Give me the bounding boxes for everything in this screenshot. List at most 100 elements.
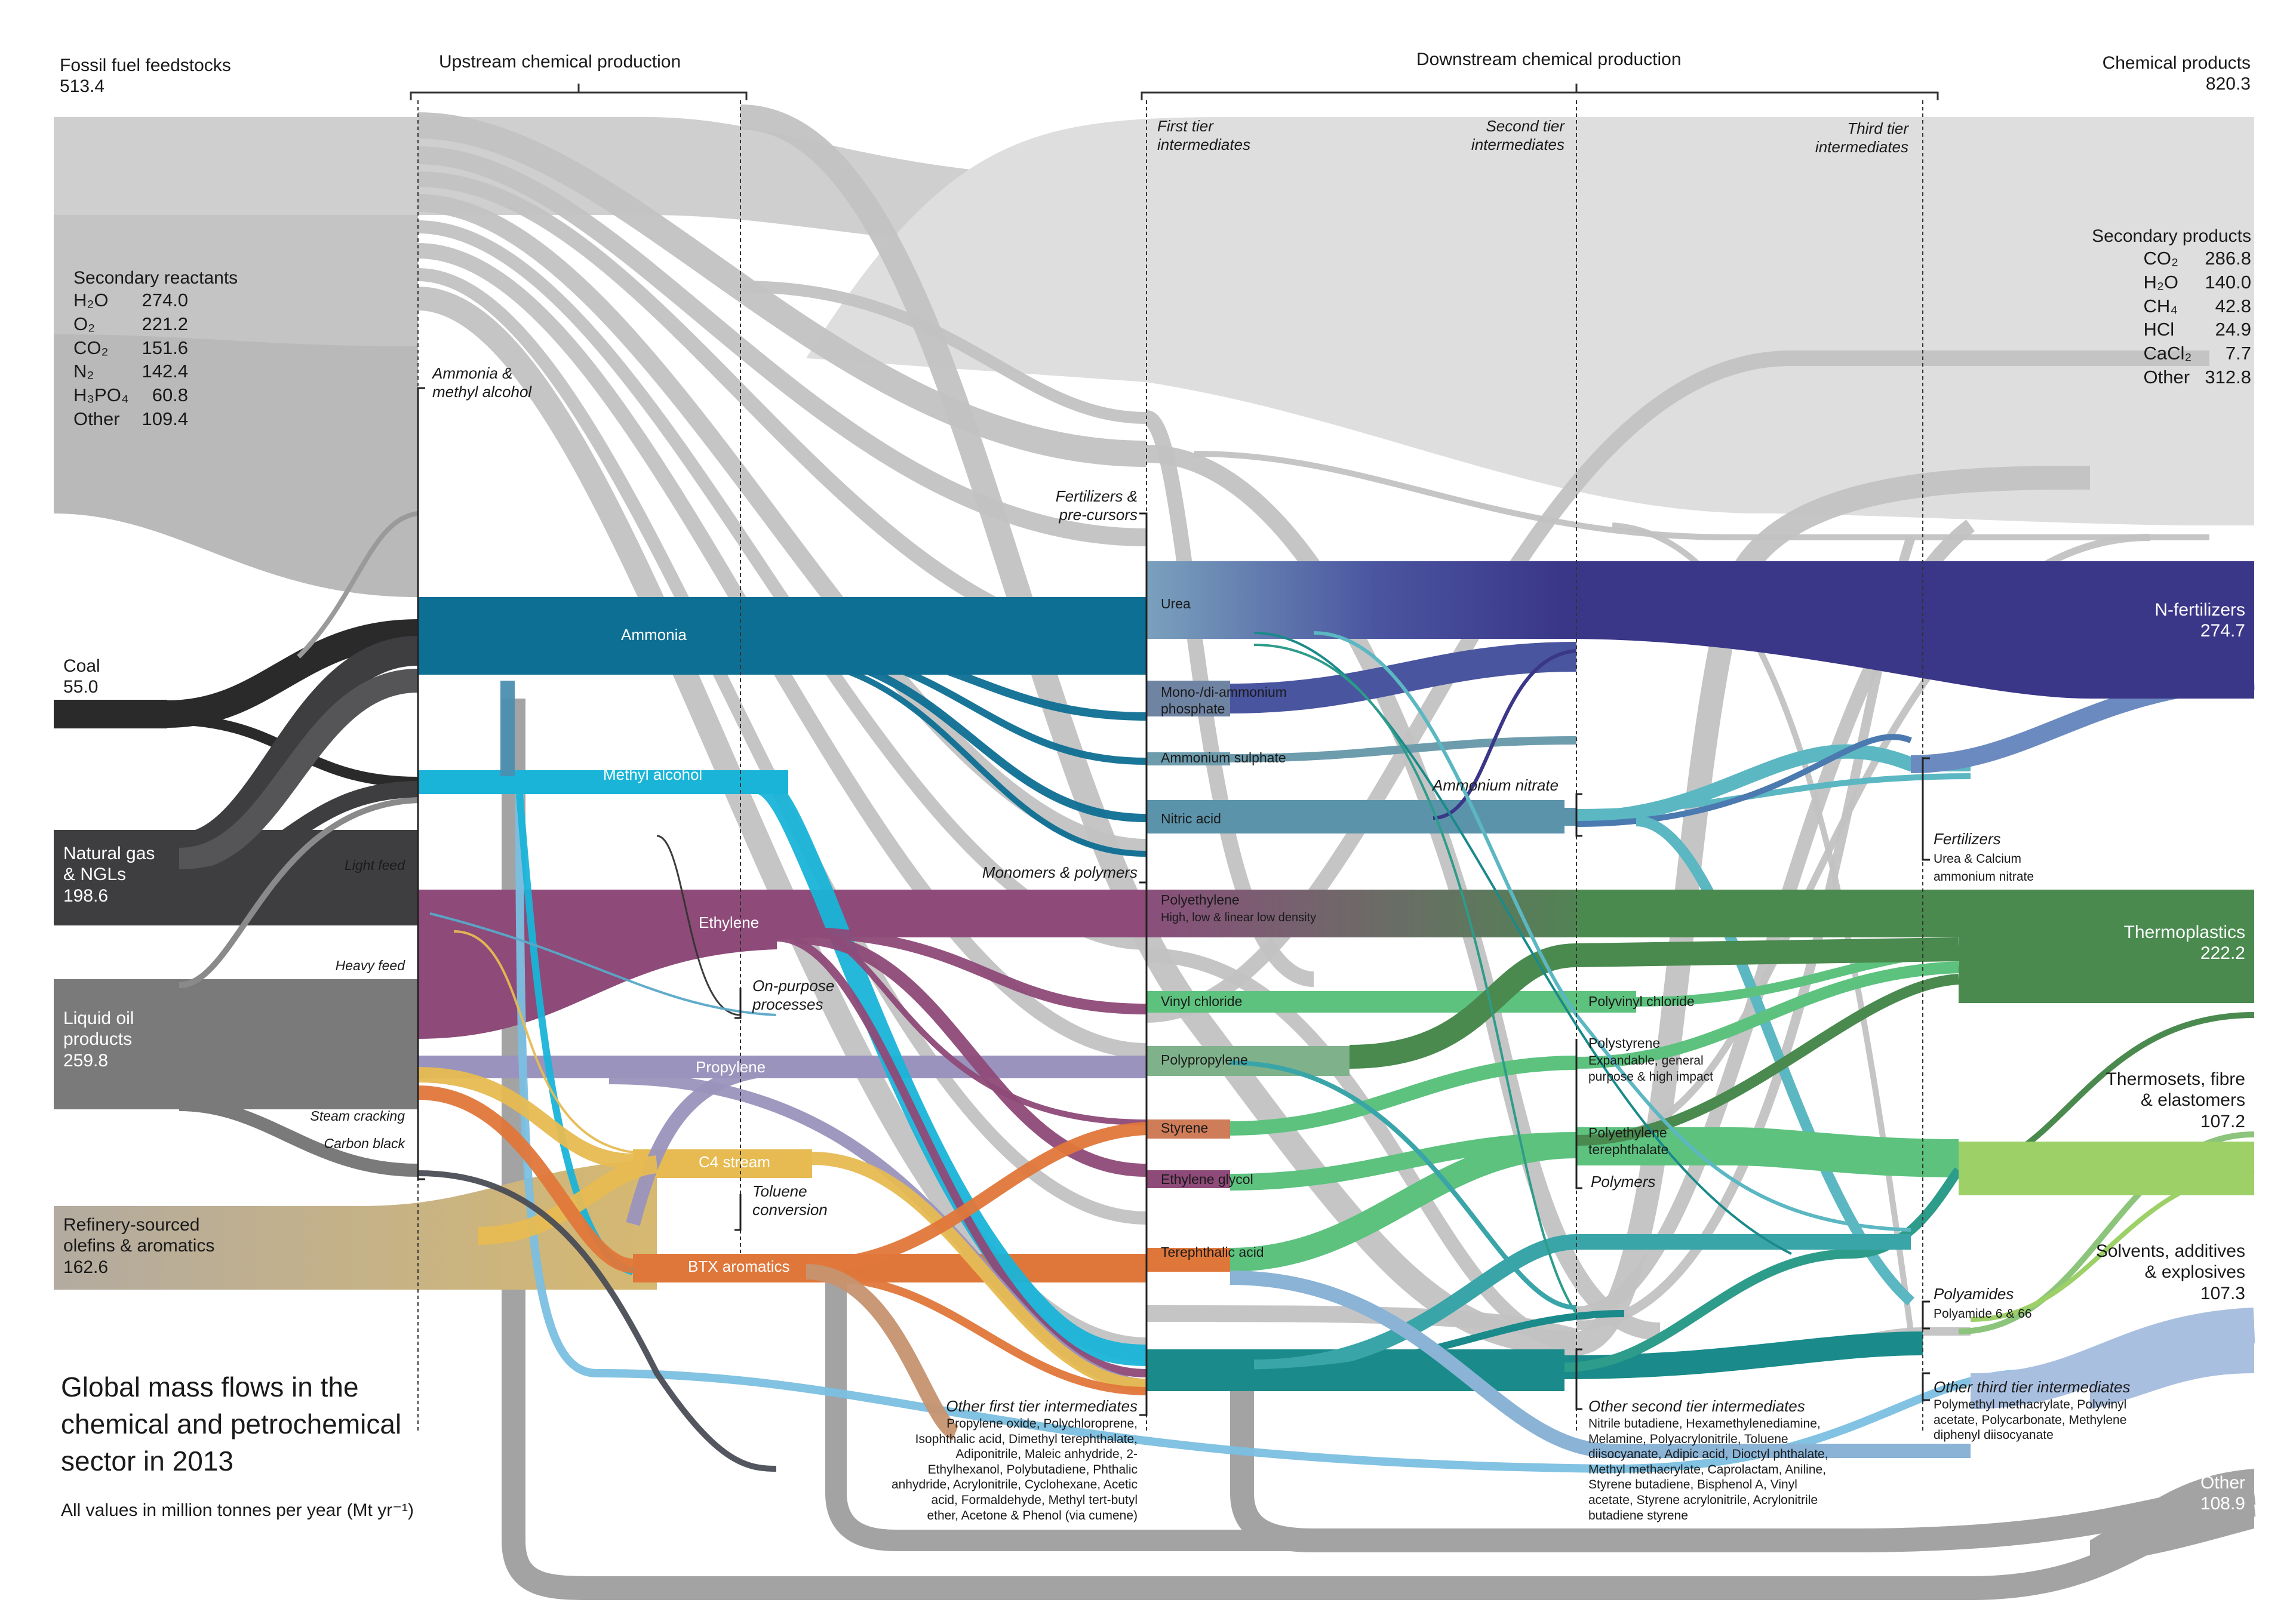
group-brackets: [417, 387, 1930, 1416]
label-light-feed: Light feed: [344, 857, 405, 873]
product-thermoplastics: Thermoplastics 222.2: [2123, 922, 2245, 964]
label-nitric: Nitric acid: [1161, 811, 1221, 826]
label-urea: Urea: [1161, 596, 1191, 611]
table-row: H₂O 274.0: [73, 290, 189, 311]
label-pet: Polyethylene terephthalate: [1588, 1125, 1669, 1157]
product-nfert: N-fertilizers 274.7: [2154, 600, 2245, 641]
label-other-second-list: Nitrile butadiene, Hexamethylenediamine,…: [1588, 1417, 1828, 1522]
source-coal: Coal 55.0: [63, 656, 100, 697]
label-other-first: Other first tier intermediates: [946, 1397, 1138, 1415]
other-node: [2197, 1481, 2254, 1528]
label-c4: C4 stream: [699, 1153, 770, 1171]
thermoplastics-node: [1959, 890, 2254, 1003]
label-other-first-list: Propylene oxide, Polychloroprene, Isopht…: [891, 1417, 1138, 1522]
label-map-dap: Mono-/di-ammonium phosphate: [1161, 684, 1287, 716]
product-thermosets: Thermosets, fibre & elastomers 107.2: [2105, 1069, 2245, 1131]
label-first-tier: First tier intermediates: [1157, 117, 1251, 153]
ethylene-flow-main: [417, 902, 777, 1039]
colored-flows: [417, 635, 2031, 1474]
label-btx: BTX aromatics: [688, 1257, 790, 1275]
eg-node: [1146, 1170, 1230, 1188]
header-upstream: Upstream chemical production: [439, 52, 681, 72]
vinyl-chloride-node: [1146, 991, 1636, 1013]
header-downstream: Downstream chemical production: [1416, 50, 1682, 69]
label-ammonium-nitrate: Ammonium nitrate: [1433, 776, 1559, 794]
map-dap-node: [1146, 681, 1230, 716]
btx-node: [633, 1254, 1146, 1282]
label-polyethylene: Polyethylene High, low & linear low densi…: [1161, 892, 1317, 924]
label-eg: Ethylene glycol: [1161, 1171, 1253, 1187]
label-polystyrene: Polystyrene Expandable, general purpose &…: [1588, 1035, 1713, 1084]
table-row: CaCl₂ 7.7: [2143, 343, 2251, 364]
source-to-upstream-flows: [167, 511, 419, 1177]
secondary-reactants-box: Secondary reactants H₂O 274.0 O₂ 221.2 CO₂…: [73, 267, 238, 430]
label-polyamides: Polyamides Polyamide 6 & 66: [1934, 1285, 2032, 1321]
table-row: Other 109.4: [73, 408, 189, 429]
secondary-products-box: Secondary products CO₂ 286.8 H₂O 140.0 CH₄…: [2092, 226, 2251, 389]
nfert-node: [1564, 561, 2254, 699]
caption-units: All values in million tonnes per year (M…: [61, 1500, 414, 1520]
label-second-tier: Second tier intermediates: [1471, 117, 1564, 153]
label-propylene: Propylene: [696, 1058, 766, 1076]
coal-node: [54, 700, 167, 728]
label-toluene: Toluene conversion: [752, 1182, 828, 1219]
table-row: N₂ 142.4: [73, 361, 189, 382]
label-third-fertilizers: Fertilizers Urea & Calcium ammonium nitra…: [1934, 830, 2034, 884]
table-row: Other 312.8: [2143, 366, 2251, 387]
terephthalic-node: [1146, 1248, 1230, 1272]
label-polypropylene: Polypropylene: [1161, 1052, 1248, 1068]
table-row: O₂ 221.2: [73, 313, 189, 335]
header-products: Chemical products 820.3: [2102, 53, 2251, 94]
secondary-products-title: Secondary products: [2092, 226, 2251, 246]
label-vinyl-chloride: Vinyl chloride: [1161, 994, 1243, 1009]
label-amm-sulphate: Ammonium sulphate: [1161, 750, 1286, 765]
label-heavy-feed: Heavy feed: [335, 958, 405, 973]
label-ethylene: Ethylene: [699, 914, 760, 931]
secondary-reactants-table: H₂O 274.0 O₂ 221.2 CO₂ 151.6 N₂ 142.4 H₃PO₄ 6…: [73, 288, 188, 430]
caption-title: Global mass flows in the chemical and pe…: [61, 1371, 402, 1477]
table-row: CO₂ 151.6: [73, 337, 189, 358]
label-steam-cracking: Steam cracking: [310, 1108, 405, 1124]
urea-node: [1146, 561, 1564, 639]
stage-brackets: [410, 84, 1939, 100]
secondary-reactants-title: Secondary reactants: [73, 268, 238, 288]
label-third-tier: Third tier intermediates: [1815, 119, 1908, 156]
label-pvc: Polyvinyl chloride: [1588, 994, 1695, 1009]
polypropylene-node: [1146, 1046, 1350, 1076]
flow-secondary-products: [806, 117, 2254, 525]
product-other: Other 108.9: [2200, 1473, 2245, 1514]
table-row: H₂O 140.0: [2143, 272, 2251, 293]
label-polymers: Polymers: [1591, 1173, 1656, 1191]
label-carbon-black: Carbon black: [324, 1136, 405, 1151]
methanol-node: [418, 770, 788, 794]
source-gas: Natural gas & NGLs 198.6: [63, 844, 155, 906]
styrene-node: [1146, 1119, 1230, 1139]
flow-reactants-to-ammonia: [54, 334, 418, 597]
secondary-products-table: CO₂ 286.8 H₂O 140.0 CH₄ 42.8 HCl 24.9 CaCl₂ 7…: [2143, 247, 2251, 389]
label-terephthalic: Terephthalic acid: [1161, 1244, 1264, 1260]
label-monomers: Monomers & polymers: [982, 863, 1138, 881]
label-ammonia: Ammonia: [621, 626, 687, 644]
label-ammonia-methanol: Ammonia & methyl alcohol: [432, 364, 532, 401]
table-row: CO₂ 286.8: [2143, 248, 2251, 269]
solvents-node-tip: [2209, 1320, 2254, 1373]
label-other-third-list: Polymethyl methacrylate, Polyvinyl aceta…: [1934, 1398, 2127, 1442]
label-methanol: Methyl alcohol: [603, 765, 703, 783]
label-other-second: Other second tier intermediates: [1588, 1397, 1805, 1415]
label-styrene: Styrene: [1161, 1120, 1209, 1136]
label-on-purpose: On-purpose processes: [752, 977, 835, 1013]
ethylene-node: [418, 890, 1146, 1015]
oil-node: [54, 979, 418, 1109]
thermosets-node: [1959, 1142, 2254, 1195]
table-row: CH₄ 42.8: [2143, 295, 2251, 316]
header-fossil: Fossil fuel feedstocks 513.4: [60, 56, 231, 97]
thermoplastics-flow: [1576, 890, 1959, 937]
nitric-node: [1146, 800, 1564, 833]
label-fertilizers-pre: Fertilizers & pre-cursors: [1055, 487, 1138, 524]
table-row: H₃PO₄ 60.8: [73, 385, 189, 406]
amm-sulphate-node: [1146, 752, 1230, 765]
downstream-flows: [1230, 631, 2255, 1458]
source-refinery: Refinery-sourced olefins & aromatics 162.…: [63, 1215, 215, 1277]
table-row: HCl 24.9: [2143, 319, 2251, 340]
